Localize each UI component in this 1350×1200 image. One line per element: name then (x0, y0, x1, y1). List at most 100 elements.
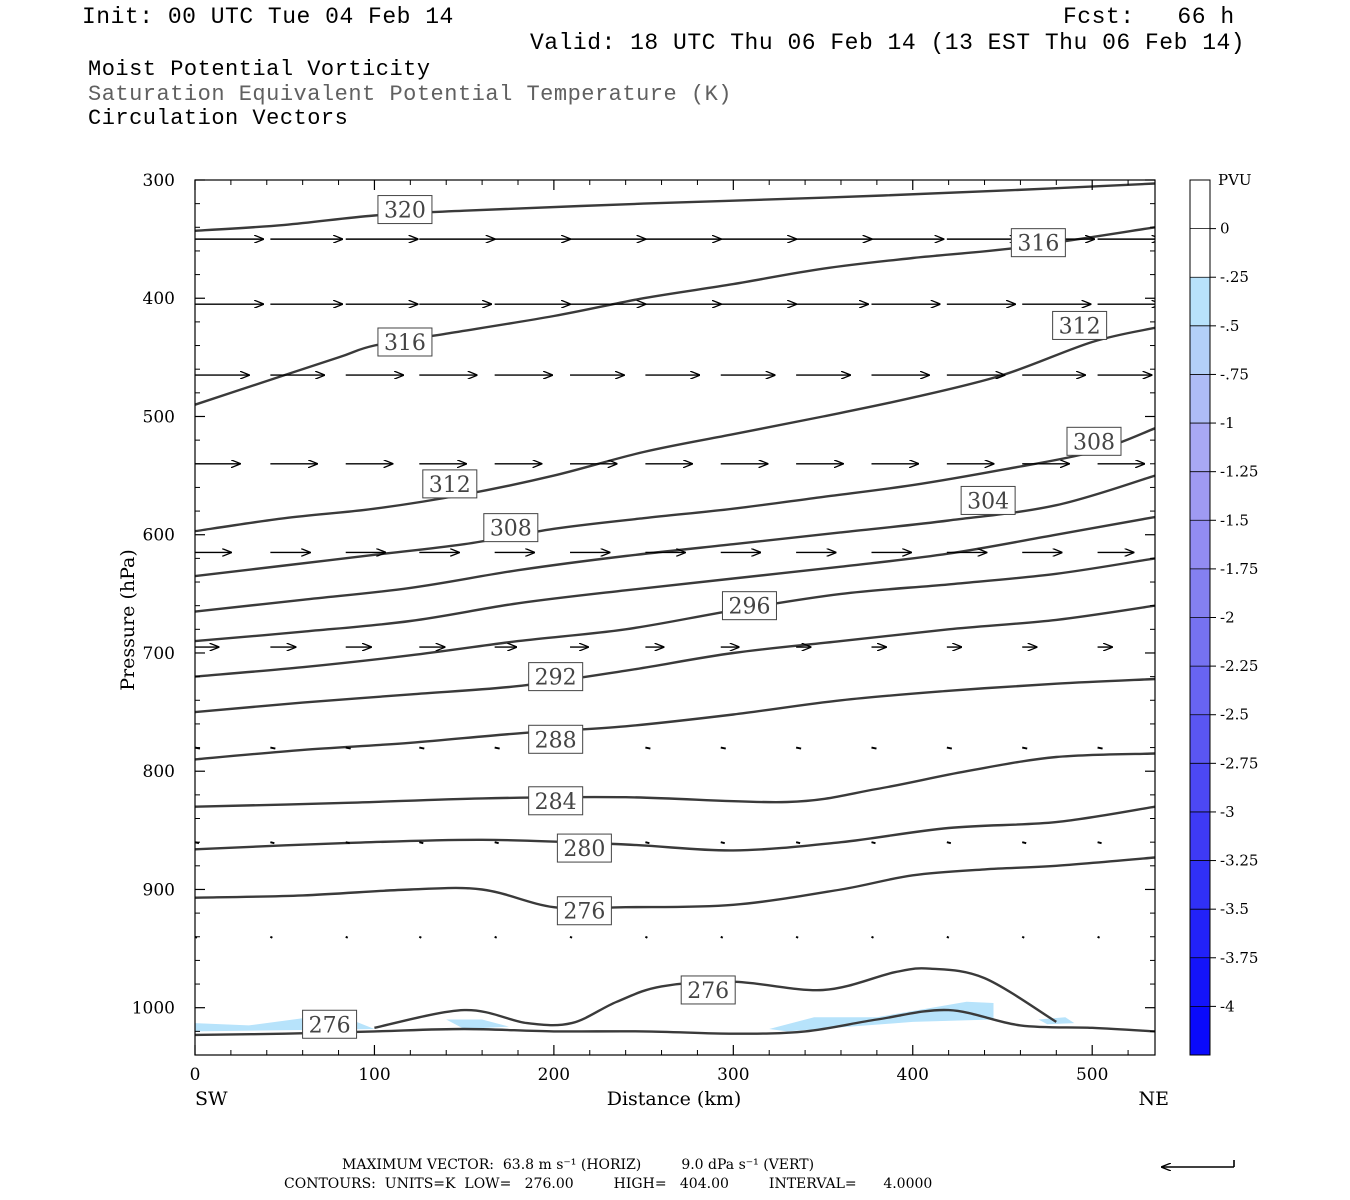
colorbar-segment (1190, 471, 1210, 521)
vector-arrow (795, 841, 801, 845)
y-tick-label: 400 (143, 289, 175, 309)
contour-label-320: 320 (377, 195, 433, 225)
vector-arrow (494, 935, 498, 939)
contour-label-276: 276 (556, 896, 612, 926)
contour-labels: 320 316 316 312 312 308 308 304 296 292 288 284 280 2… (302, 195, 1122, 1039)
contour-label-text: 292 (535, 666, 577, 691)
mpv-region-2 (769, 1001, 994, 1032)
colorbar-segment (1190, 423, 1210, 472)
y-tick-label: 500 (143, 407, 175, 427)
vector-arrow (1097, 746, 1103, 750)
colorbar-segment (1190, 957, 1210, 1007)
contour-label-296: 296 (721, 591, 777, 621)
vector-arrow (1021, 841, 1027, 845)
colorbar-segment (1190, 277, 1210, 326)
y-tick-label: 300 (143, 171, 175, 191)
contour-label-text: 308 (1073, 430, 1115, 455)
colorbar-label: -1.75 (1220, 560, 1258, 578)
colorbar-segment (1190, 180, 1210, 229)
vector-arrow (1022, 746, 1028, 750)
contour-288-8 (195, 677, 1155, 761)
vector-arrow (569, 935, 573, 939)
vector-arrow (494, 841, 499, 845)
colorbar-label: -3 (1220, 803, 1235, 821)
colorbar-segment (1190, 568, 1210, 618)
colorbar-label: -2.5 (1220, 706, 1249, 724)
field-title-vectors: Circulation Vectors (88, 106, 349, 131)
vector-arrow (1097, 841, 1102, 845)
contour-label-text: 320 (384, 199, 426, 224)
colorbar-unit: PVU (1218, 171, 1252, 189)
contour-label-276: 276 (680, 975, 736, 1005)
contour-label-box (528, 786, 584, 816)
contour-label-box (302, 1009, 358, 1039)
contour-label-280: 280 (556, 833, 612, 863)
end-label-sw: SW (195, 1088, 228, 1110)
contour-label-box (528, 662, 584, 692)
colorbar-segment (1190, 666, 1210, 715)
vector-arrow (345, 935, 349, 939)
contour-316-1 (195, 226, 1155, 406)
vector-arrow (795, 746, 802, 750)
init-time: Init: 00 UTC Tue 04 Feb 14 (82, 4, 454, 30)
colorbar-label: -1.25 (1220, 463, 1258, 481)
colorbar-label: -.25 (1220, 268, 1249, 286)
contour-label-text: 276 (687, 979, 729, 1004)
colorbar-label: -1 (1220, 414, 1235, 432)
contour-label-text: 312 (429, 473, 471, 498)
colorbar-segment (1190, 714, 1210, 764)
vector-arrow (871, 841, 876, 845)
contour-label-text: 284 (535, 790, 577, 815)
vector-arrow (269, 935, 273, 939)
contour-label-box (377, 327, 433, 357)
valid-time: Valid: 18 UTC Thu 06 Feb 14 (13 EST Thu … (530, 30, 1246, 56)
contour-284-9 (195, 752, 1155, 808)
colorbar-segment (1190, 617, 1210, 667)
x-tick-label: 200 (538, 1065, 570, 1085)
contour-label-box (483, 513, 539, 543)
contour-label-276: 276 (302, 1009, 358, 1039)
contour-label-text: 276 (309, 1013, 351, 1038)
contour-label-box (1066, 426, 1122, 456)
mpv-region-1 (446, 1019, 509, 1029)
contour-label-box (1010, 228, 1066, 258)
y-tick-label: 600 (143, 526, 175, 546)
contour-label-text: 276 (563, 900, 605, 925)
contour-label-box (377, 195, 433, 225)
axes: 300 400 500 600 700 800 900 1000 0 100 200 300 400 50… (132, 171, 1155, 1085)
colorbar: PVU 0 -.25 -.5 -.75 -1 -1.25 -1.5 -1.75 -2 -2.25 -2… (1189, 171, 1258, 1056)
contour-label-text: 316 (1017, 232, 1059, 257)
colorbar-label: -.5 (1220, 317, 1239, 335)
contour-276-11 (195, 856, 1155, 910)
x-tick-label: 100 (358, 1065, 390, 1085)
contour-label-box (721, 591, 777, 621)
x-tick-label: 300 (717, 1065, 749, 1085)
contour-label-text: 296 (728, 595, 770, 620)
colorbar-segment (1190, 1006, 1210, 1055)
vector-arrow (270, 746, 276, 750)
vector-arrow (795, 935, 799, 939)
contour-label-box (556, 896, 612, 926)
vector-arrow (418, 935, 422, 939)
contour-label-312: 312 (1052, 310, 1108, 340)
vector-arrow (645, 841, 650, 845)
vector-arrow (345, 841, 350, 845)
x-axis-label: Distance (km) (607, 1088, 742, 1110)
contour-label-box (422, 469, 478, 499)
contour-280-10 (195, 805, 1155, 852)
contour-label-304: 304 (960, 485, 1016, 515)
colorbar-segment (1190, 374, 1210, 424)
colorbar-label: -1.5 (1220, 511, 1249, 529)
contour-label-308: 308 (483, 513, 539, 543)
vector-arrow (946, 841, 952, 845)
colorbar-segment (1190, 520, 1210, 569)
vector-arrow (946, 935, 950, 939)
vector-arrow (720, 841, 725, 845)
plot-frame (194, 179, 1156, 1056)
contour-label-312: 312 (422, 469, 478, 499)
vector-arrow (645, 746, 651, 750)
contour-label-text: 312 (1059, 314, 1101, 339)
vector-arrow (1097, 935, 1101, 939)
contour-label-316: 316 (377, 327, 433, 357)
